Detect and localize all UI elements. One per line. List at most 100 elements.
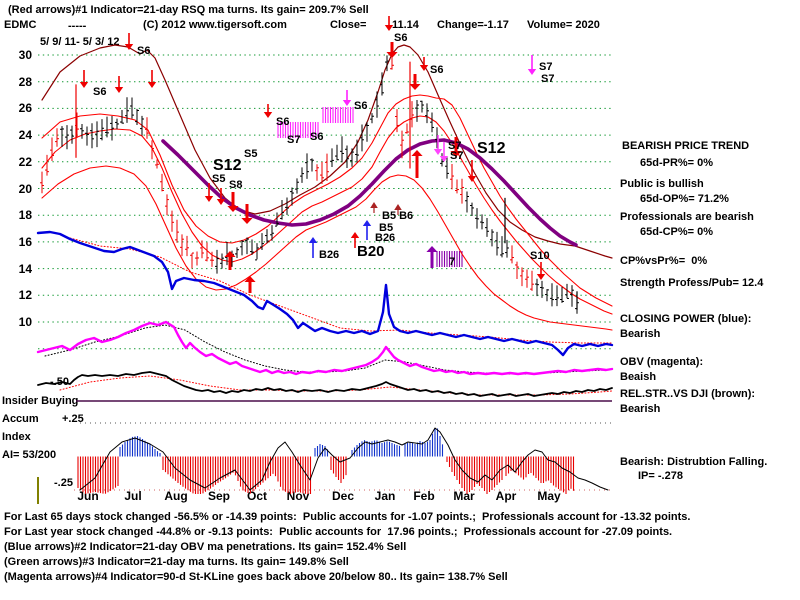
right-panel-text: Professionals are bearish [620,211,754,223]
right-panel-text: 65d-PR%= 0% [640,157,714,169]
signal-label: S5 [212,173,225,185]
right-panel-text: IP= -.278 [638,470,683,482]
sell-arrow-icon [450,151,462,157]
lower-band-line [41,165,613,331]
month-label: May [537,489,561,503]
upper-band-line [41,94,613,307]
right-panel-text: Strength Profess/Pub= 12.4 [620,277,764,289]
sell-arrow-icon [467,176,477,182]
signal-label: S5 [244,148,257,160]
sell-arrow-icon [216,199,226,205]
sell-arrow-icon [439,156,449,162]
month-label: Apr [495,489,517,503]
closing-power-ma-dotted [69,237,613,344]
signal-label: S8 [229,179,242,191]
sell-arrow-icon [147,82,157,88]
y-axis-label: 20 [18,181,32,196]
sell-arrow-icon [241,218,253,224]
footer-line: (Green arrows)#3 Indicator=21-day ma tur… [4,556,349,568]
buy-arrow-icon [350,232,360,238]
volume-value: Volume= 2020 [527,19,600,31]
ai-line [79,427,609,491]
footer-line: For Last year stock changed -44.8% or -9… [4,526,673,538]
plus25-label: +.25 [62,413,84,425]
signal-label: B20 [357,243,385,260]
right-panel-text: 65d-OP%= 71.2% [640,193,729,205]
signal-label: S12 [477,140,506,157]
signal-label: B26 [319,249,339,261]
signal-label: S7 [450,150,463,162]
sell-arrow-icon [536,274,546,280]
right-panel-text: Beaish [620,371,657,383]
right-panel-text: CP%vsPr%= 0% [620,255,708,267]
y-axis-label: 30 [18,48,32,62]
y-axis-label: 14 [18,261,32,276]
accum-label: Accum [2,413,39,425]
buy-arrow-icon [411,150,423,156]
month-label: Feb [413,489,435,503]
minus25-label: -.25 [54,477,73,489]
signal-label: B26 [375,232,395,244]
buy-arrow-icon [370,202,378,208]
sell-arrow-icon [433,149,443,155]
right-panel-text: Bearish [620,328,661,340]
change-value: Change=-1.17 [437,19,509,31]
ai-value-label: AI= 53/200 [2,449,57,461]
right-panel-text: Public is bullish [620,178,704,190]
y-axis-label: 24 [18,128,32,143]
buy-arrow-icon [426,246,438,252]
month-label: Oct [246,489,268,503]
copyright-text: (C) 2012 www.tigersoft.com [143,19,287,31]
signal-label: 7 [449,256,455,268]
relstr-scale-label: -.50 [50,376,69,388]
buy-arrow-icon [362,220,372,226]
signal-label: S6 [93,86,106,98]
insider-buying-label: Insider Buying [2,395,79,407]
date-range: 5/ 9/ 11- 5/ 3/ 12 [40,36,120,48]
footer-line: For Last 65 days stock changed -56.5% or… [4,511,691,523]
signal-label: S6 [354,100,367,112]
signal-label: S6 [394,32,407,44]
close-label: Close= [330,19,367,31]
relstr-ma-dotted [59,375,613,396]
ticker-symbol: EDMC [4,19,37,31]
y-axis-label: 22 [18,154,32,169]
month-label: Aug [164,489,188,503]
sell-arrow-icon [409,84,421,90]
y-axis-label: 26 [18,101,32,116]
y-axis-label: 16 [18,234,32,249]
signal-label: S7 [541,73,554,85]
month-label: Sep [207,489,231,503]
y-axis-label: 10 [18,315,32,329]
right-panel-text: CLOSING POWER (blue): [620,313,752,325]
buy-arrow-icon [394,204,402,210]
month-label: Jan [374,489,396,503]
right-panel-text: Bearish [620,403,661,415]
close-value: 11.14 [392,19,419,31]
closing-power-line [36,230,614,357]
month-label: Jul [124,489,142,503]
signal-label: B5 B6 [382,210,413,222]
right-panel-text: OBV (magenta): [620,356,704,368]
sell-arrow-icon [342,100,352,106]
sell-arrow-icon [227,206,239,212]
footer-line: (Magenta arrows)#4 Indicator=90-d St-KLi… [4,571,508,583]
month-label: Dec [331,489,355,503]
index-label: Index [2,431,31,443]
obv-line [36,320,614,376]
signal-label: S7 [448,140,461,152]
ma65-line [161,138,578,247]
sell-arrow-icon [204,196,214,202]
y-axis-label: 18 [18,208,32,223]
obv-ma-dotted [44,324,606,375]
sell-arrow-icon [124,44,134,50]
month-label: Mar [453,489,475,503]
signal-label: S6 [310,131,323,143]
ma21-line [41,115,613,315]
signal-label: S7 [539,61,552,73]
buy-arrow-icon [224,251,236,257]
y-axis-label: 12 [18,288,32,303]
signal-label: S7 [287,134,300,146]
